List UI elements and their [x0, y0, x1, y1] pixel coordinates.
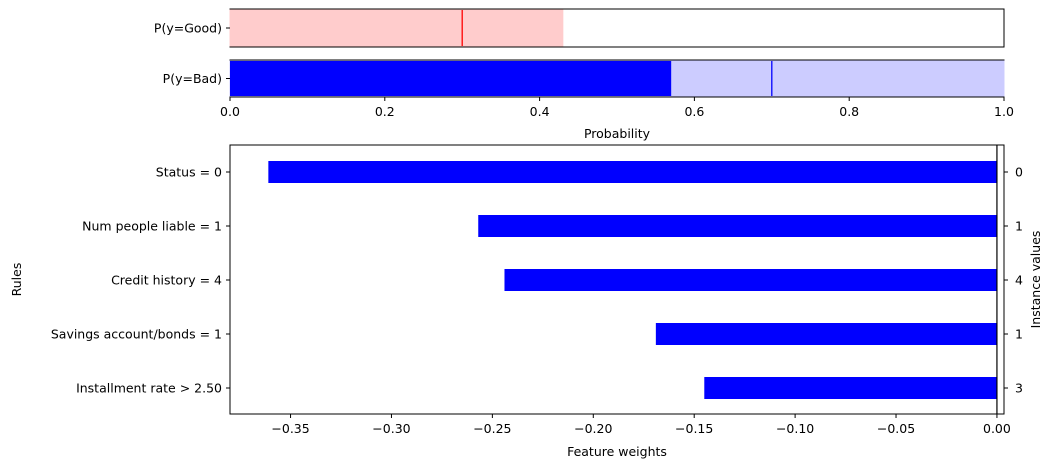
weight-xtick-label: −0.25	[473, 421, 511, 436]
rule-label: Status = 0	[156, 165, 222, 180]
rule-label: Num people liable = 1	[82, 219, 222, 234]
instance-value-label: 0	[1015, 165, 1023, 180]
weight-xtick-label: 0.00	[983, 421, 1011, 436]
prob-xtick-label: 0.2	[375, 104, 395, 119]
prob-value-bar	[230, 61, 672, 96]
rule-label: Installment rate > 2.50	[76, 381, 222, 396]
instance-values-yaxis-title: Instance values	[1028, 231, 1043, 329]
weight-xtick-label: −0.20	[574, 421, 612, 436]
weight-bar	[504, 269, 997, 291]
instance-value-label: 1	[1015, 327, 1023, 342]
probability-panel: P(y=Good) P(y=Bad) 0.0 0.2 0.4 0.6 0.8 1.0 Proba…	[154, 8, 1014, 141]
prob-category-label: P(y=Good)	[154, 21, 222, 36]
feature-weights-panel: Status = 0 0 Num people liable = 1 1 Credit …	[9, 144, 1043, 459]
weight-bar	[704, 377, 997, 399]
weight-xtick-label: −0.10	[776, 421, 814, 436]
instance-value-label: 3	[1015, 381, 1023, 396]
rule-label: Savings account/bonds = 1	[51, 327, 222, 342]
instance-value-label: 4	[1015, 273, 1023, 288]
prob-xtick-label: 0.4	[530, 104, 550, 119]
instance-value-label: 1	[1015, 219, 1023, 234]
prob-xtick-label: 1.0	[994, 104, 1014, 119]
prob-xtick-label: 0.8	[839, 104, 859, 119]
weight-bar	[655, 323, 997, 345]
prob-xtick-label: 0.0	[220, 104, 240, 119]
rule-label: Credit history = 4	[111, 273, 222, 288]
prob-category-label: P(y=Bad)	[163, 71, 222, 86]
weight-xtick-label: −0.30	[372, 421, 410, 436]
prob-xaxis-title: Probability	[584, 126, 651, 141]
rules-yaxis-title: Rules	[9, 263, 24, 297]
prob-interval-band	[229, 9, 564, 47]
weight-xtick-label: −0.15	[675, 421, 713, 436]
prob-xtick-label: 0.6	[684, 104, 704, 119]
weights-xaxis-title: Feature weights	[567, 444, 667, 459]
weight-bar	[478, 215, 997, 237]
weight-xtick-label: −0.05	[877, 421, 915, 436]
weight-bar	[268, 161, 997, 183]
weight-xtick-label: −0.35	[271, 421, 309, 436]
